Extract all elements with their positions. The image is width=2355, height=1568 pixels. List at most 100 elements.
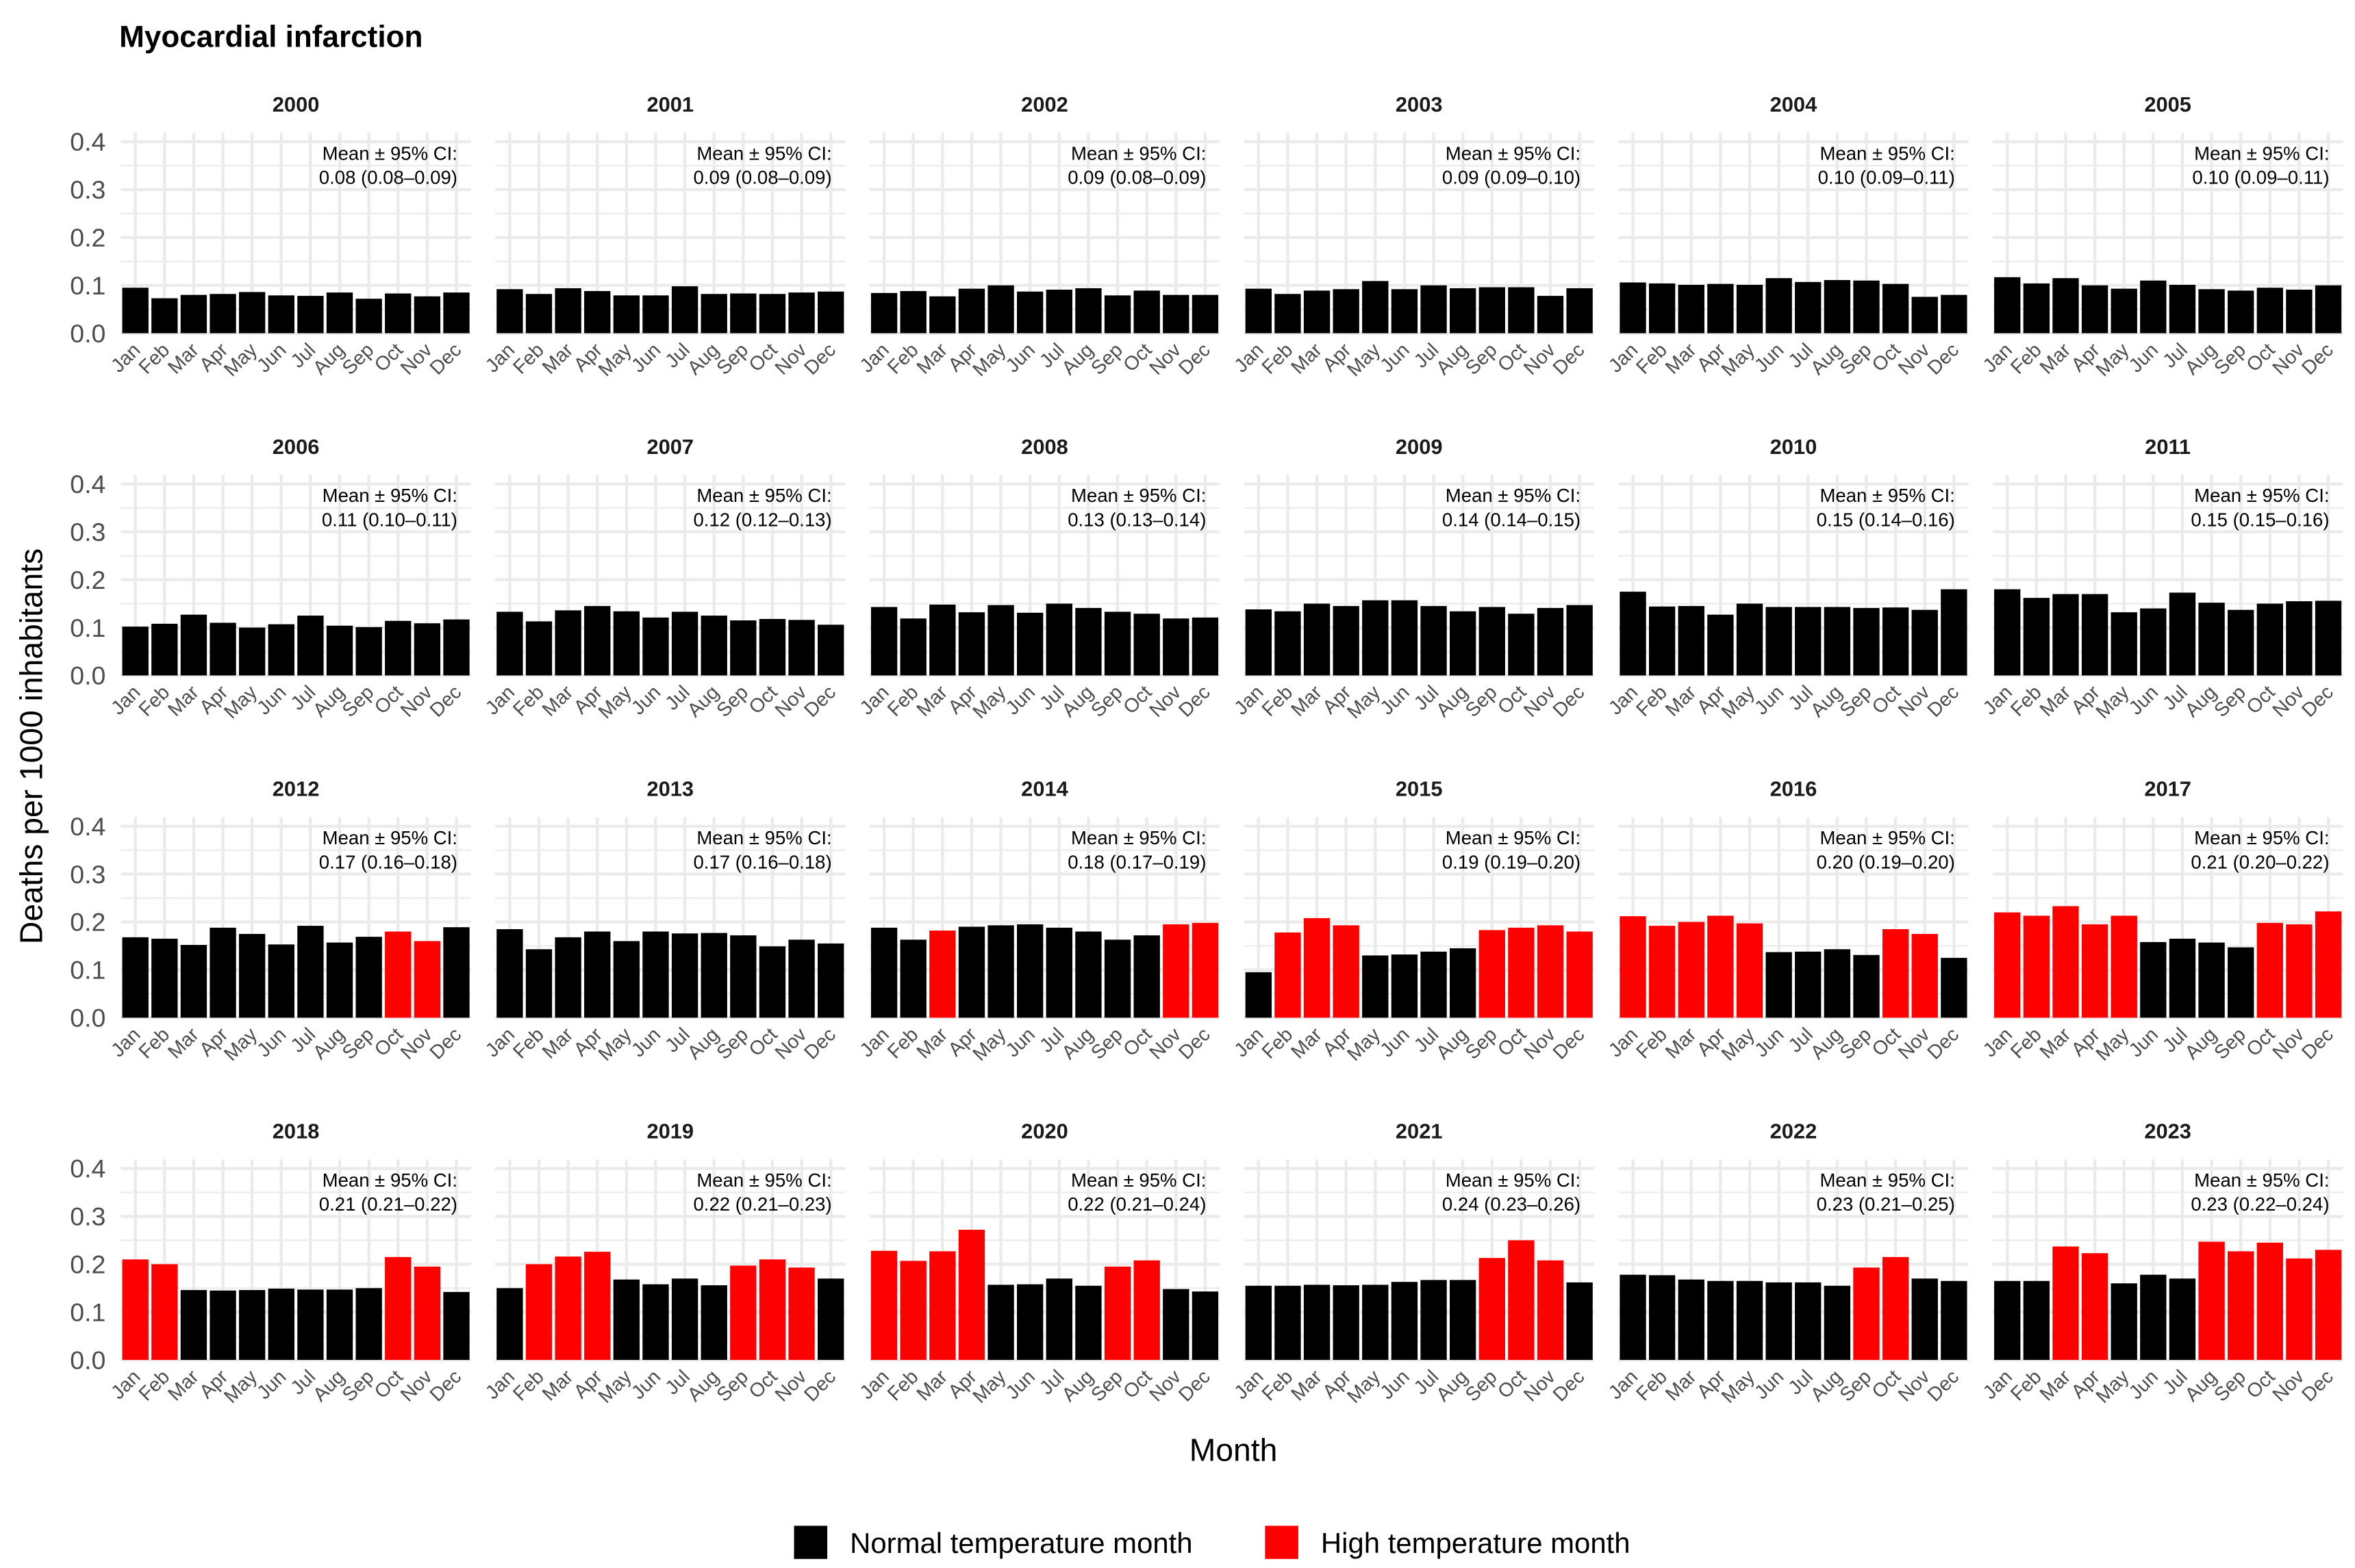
bar-2008-Apr xyxy=(958,612,985,676)
bar-2006-Feb xyxy=(151,623,178,676)
bar-2017-Nov xyxy=(2286,924,2313,1018)
bar-2015-Jul xyxy=(1420,951,1447,1018)
ci-header: Mean ± 95% CI: xyxy=(696,142,831,164)
ci-value: 0.22 (0.21–0.23) xyxy=(693,1193,831,1215)
bar-2021-Jun xyxy=(1391,1282,1418,1361)
bar-2021-Dec xyxy=(1566,1282,1593,1361)
bar-2022-Jul xyxy=(1795,1282,1822,1361)
bar-2007-Nov xyxy=(788,620,815,676)
bar-2002-Jul xyxy=(1046,290,1072,333)
ci-value: 0.08 (0.08–0.09) xyxy=(319,167,457,188)
bar-2009-Aug xyxy=(1449,611,1476,676)
bar-2004-Mar xyxy=(1678,285,1704,333)
x-tick-label: Dec xyxy=(1549,1366,1589,1406)
ci-header: Mean ± 95% CI: xyxy=(696,485,831,506)
x-tick-label: Dec xyxy=(1549,339,1589,379)
bar-2004-Jun xyxy=(1765,278,1792,333)
ci-value: 0.15 (0.15–0.16) xyxy=(2191,509,2329,530)
bar-2007-Aug xyxy=(701,616,727,676)
panel-title: 2009 xyxy=(1396,435,1443,459)
bar-2005-May xyxy=(2111,288,2137,333)
bar-2017-Dec xyxy=(2315,911,2342,1018)
bar-2000-Nov xyxy=(414,296,441,333)
bar-2010-Sep xyxy=(1853,607,1880,676)
bar-2009-Feb xyxy=(1274,611,1301,676)
bar-2018-Feb xyxy=(151,1264,178,1361)
bar-2018-Jan xyxy=(122,1259,149,1361)
x-tick-label: Jun xyxy=(1376,1366,1413,1404)
panel-title: 2016 xyxy=(1770,777,1817,801)
bar-2011-Feb xyxy=(2023,598,2050,676)
panel-title: 2006 xyxy=(273,435,320,459)
bar-2000-Jul xyxy=(297,296,324,333)
bar-2013-Sep xyxy=(730,935,757,1018)
bar-2002-Nov xyxy=(1163,294,1189,333)
bar-2008-Feb xyxy=(900,618,927,676)
ci-header: Mean ± 95% CI: xyxy=(323,142,457,164)
ci-header: Mean ± 95% CI: xyxy=(323,827,457,848)
bar-2012-Nov xyxy=(414,941,441,1018)
bar-2006-Dec xyxy=(443,619,470,676)
panel-title: 2017 xyxy=(2144,777,2191,801)
bar-2014-Sep xyxy=(1104,939,1131,1018)
panel-title: 2022 xyxy=(1770,1119,1817,1143)
x-tick-label: Jun xyxy=(1002,1366,1040,1404)
bar-2023-Aug xyxy=(2198,1241,2225,1361)
bar-2006-Nov xyxy=(414,623,441,676)
bar-2013-Jul xyxy=(671,933,698,1018)
ci-value: 0.23 (0.21–0.25) xyxy=(1817,1193,1955,1215)
bar-2003-Jul xyxy=(1420,285,1447,333)
bar-2014-Oct xyxy=(1133,935,1160,1018)
y-tick-label: 0.4 xyxy=(70,1154,105,1183)
bar-2011-Nov xyxy=(2286,601,2313,676)
bar-2018-Jul xyxy=(297,1289,324,1361)
ci-value: 0.10 (0.09–0.11) xyxy=(2192,167,2329,188)
bar-2012-Oct xyxy=(385,931,412,1018)
bar-2002-Feb xyxy=(900,291,927,333)
bar-2017-Sep xyxy=(2228,947,2254,1018)
bar-2013-Aug xyxy=(701,933,727,1018)
x-tick-label: Jun xyxy=(1376,339,1413,377)
ci-value: 0.15 (0.14–0.16) xyxy=(1817,509,1955,530)
bar-2005-Feb xyxy=(2023,283,2050,333)
bar-2011-Oct xyxy=(2256,603,2283,676)
bar-2009-Oct xyxy=(1508,614,1535,676)
bar-2008-Sep xyxy=(1104,611,1131,676)
bar-2016-Nov xyxy=(1911,933,1938,1018)
bar-2009-Nov xyxy=(1537,607,1564,676)
panel-title: 2000 xyxy=(273,92,320,116)
ci-header: Mean ± 95% CI: xyxy=(2194,1169,2329,1191)
bar-2013-Jan xyxy=(496,928,523,1018)
ci-value: 0.22 (0.21–0.24) xyxy=(1068,1193,1206,1215)
bar-2010-Nov xyxy=(1911,609,1938,676)
bar-2019-Jul xyxy=(671,1278,698,1361)
x-tick-label: Dec xyxy=(1549,1024,1589,1064)
bar-2010-Jul xyxy=(1795,607,1822,676)
bar-2005-Mar xyxy=(2052,278,2079,333)
bar-2013-Mar xyxy=(555,937,581,1018)
bar-2015-May xyxy=(1362,955,1389,1018)
bar-2011-Dec xyxy=(2315,600,2342,676)
bar-2016-Aug xyxy=(1824,949,1851,1018)
bar-2000-Jan xyxy=(122,288,149,333)
panel-title: 2019 xyxy=(646,1119,694,1143)
x-tick-label: Dec xyxy=(1923,1024,1963,1064)
bar-2009-Jan xyxy=(1245,609,1272,676)
bar-2000-Aug xyxy=(326,292,353,333)
panel-title: 2021 xyxy=(1396,1119,1443,1143)
bar-2008-Aug xyxy=(1075,607,1102,676)
y-tick-label: 0.1 xyxy=(70,271,105,300)
bar-2005-Sep xyxy=(2228,290,2254,333)
bar-2016-Feb xyxy=(1648,926,1676,1018)
bar-2001-Jun xyxy=(642,295,669,333)
bar-2019-Apr xyxy=(584,1252,611,1361)
bar-2020-Jun xyxy=(1017,1284,1044,1361)
x-tick-label: Jun xyxy=(627,1366,665,1404)
ci-value: 0.24 (0.23–0.26) xyxy=(1442,1193,1581,1215)
x-tick-label: Jun xyxy=(2125,1366,2163,1404)
x-tick-label: Jun xyxy=(1750,339,1788,377)
x-tick-label: Dec xyxy=(426,1366,466,1406)
bar-2011-Jan xyxy=(1994,589,2021,676)
